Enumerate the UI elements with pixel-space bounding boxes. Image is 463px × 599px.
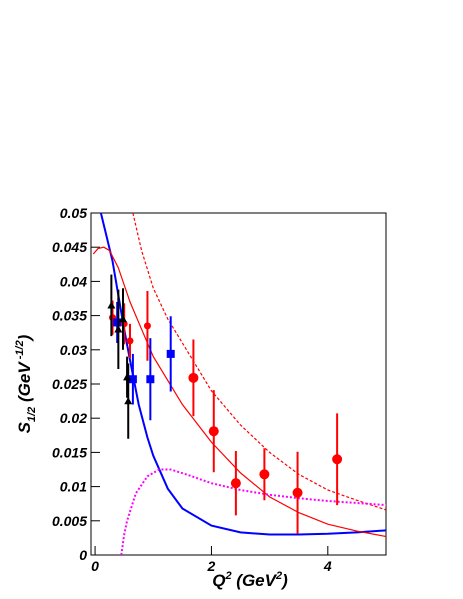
x-axis-label: Q2 (GeV2) xyxy=(212,570,288,590)
y-tick-label: 0.035 xyxy=(52,308,87,324)
x-tick-label: 2 xyxy=(207,558,216,574)
point xyxy=(107,301,116,309)
point xyxy=(146,375,155,384)
point xyxy=(332,454,343,465)
y-tick-label: 0.04 xyxy=(60,273,87,289)
curve xyxy=(99,213,386,536)
point xyxy=(119,315,128,323)
y-label-part: ) xyxy=(15,334,34,342)
curve xyxy=(120,468,386,555)
x-label-part: ) xyxy=(280,571,288,590)
y-label-part: (GeV xyxy=(15,361,34,407)
point xyxy=(166,349,175,358)
y-tick-label: 0.01 xyxy=(60,479,87,495)
x-tick-label: 0 xyxy=(91,558,99,574)
x-label-part: Q xyxy=(212,571,225,590)
point xyxy=(259,469,270,480)
y-axis-label: S1/2 (GeV -1/2) xyxy=(14,334,38,433)
point xyxy=(292,487,303,498)
point xyxy=(124,397,133,405)
point xyxy=(114,325,123,333)
y-label-part: 1/2 xyxy=(26,407,38,422)
y-tick-label: 0.03 xyxy=(60,342,87,358)
y-tick-label: 0 xyxy=(79,547,87,563)
curve xyxy=(132,213,386,511)
y-label-part: S xyxy=(15,421,34,433)
x-tick-label: 4 xyxy=(323,558,332,574)
point xyxy=(188,372,199,383)
point xyxy=(230,478,241,489)
y-tick-label: 0.02 xyxy=(60,410,87,426)
point xyxy=(126,337,134,345)
y-label-part: -1/2 xyxy=(14,340,26,362)
x-label-part: (GeV xyxy=(232,571,278,590)
y-tick-label: 0.05 xyxy=(60,205,87,221)
x-label-part: 2 xyxy=(275,570,282,582)
point xyxy=(113,318,122,327)
y-tick-label: 0.045 xyxy=(52,239,87,255)
y-tick-label: 0.015 xyxy=(52,444,87,460)
y-tick-label: 0.025 xyxy=(52,376,87,392)
point xyxy=(128,375,137,384)
point xyxy=(143,322,151,330)
y-tick-label: 0.005 xyxy=(52,513,87,529)
x-label-part: 2 xyxy=(224,570,231,582)
curve xyxy=(92,246,386,538)
point xyxy=(208,426,219,437)
